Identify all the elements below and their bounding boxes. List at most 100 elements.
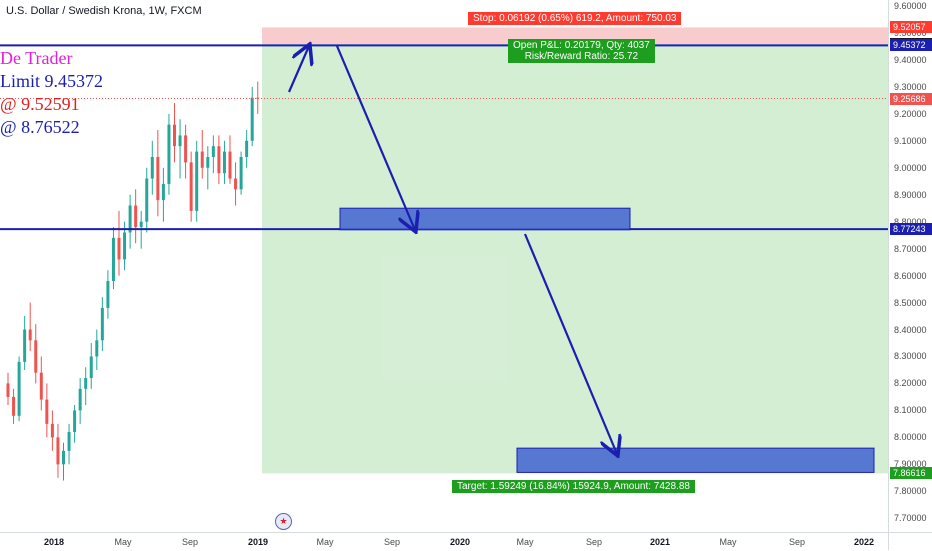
candle-body — [206, 156, 210, 168]
price-tick-label: 8.10000 — [894, 405, 927, 416]
author-stop: @ 9.52591 — [0, 94, 80, 114]
price-tick-label: 8.70000 — [894, 243, 927, 254]
arrow-down-1 — [335, 45, 415, 230]
price-tag: 9.45372 — [890, 39, 932, 52]
candle-body — [45, 399, 49, 424]
price-tick-label: 8.90000 — [894, 189, 927, 200]
candle-body — [139, 221, 143, 228]
author-name: De Trader — [0, 48, 73, 68]
candle-body — [250, 97, 254, 141]
price-tag: 9.52057 — [890, 21, 932, 34]
candle-body — [12, 396, 16, 416]
price-tick-label: 7.70000 — [894, 513, 927, 524]
price-tick-label: 8.30000 — [894, 351, 927, 362]
price-tick-label: 9.40000 — [894, 54, 927, 65]
price-axis[interactable]: 9.600009.500009.400009.300009.200009.100… — [888, 0, 932, 532]
price-tick-label: 8.50000 — [894, 297, 927, 308]
target-info-box[interactable]: Target: 1.59249 (16.84%) 15924.9, Amount… — [452, 480, 695, 493]
open-pl-text: Open P&L: 0.20179, Qty: 4037 — [513, 40, 650, 51]
candle-body — [117, 237, 121, 260]
candle-body — [28, 329, 32, 341]
time-tick-label: Sep — [181, 537, 199, 547]
risk-reward-text: Risk/Reward Ratio: 25.72 — [524, 51, 639, 62]
candle-body — [222, 151, 226, 174]
candle-body — [100, 307, 104, 341]
candle-body — [228, 151, 232, 179]
candle-body — [6, 383, 10, 397]
candle-body — [123, 232, 127, 260]
candle-body — [211, 146, 215, 157]
price-tick-label: 7.90000 — [894, 459, 927, 470]
target-info-text: Target: 1.59249 (16.84%) 15924.9, Amount… — [457, 481, 690, 492]
candle-body — [62, 450, 65, 465]
arrow-up — [287, 46, 309, 93]
candle-body — [78, 388, 82, 411]
candle-body — [145, 178, 149, 222]
time-tick-label: 2019 — [247, 537, 269, 547]
profit-zone — [262, 44, 888, 474]
candle-body — [173, 124, 176, 147]
open-pl-info-box[interactable]: Open P&L: 0.20179, Qty: 4037 Risk/Reward… — [508, 39, 655, 63]
us-flag-icon[interactable]: ★ — [275, 513, 292, 530]
price-tick-label: 7.80000 — [894, 486, 927, 497]
arrow-down-2 — [523, 233, 617, 454]
candle-body — [167, 124, 171, 184]
candle-body — [178, 135, 182, 147]
time-tick-label: Sep — [585, 537, 603, 547]
time-tick-label: 2022 — [853, 537, 875, 547]
price-tick-label: 9.10000 — [894, 135, 927, 146]
chart-canvas[interactable] — [0, 0, 888, 532]
candle-body — [239, 156, 243, 190]
target-box-1 — [339, 207, 631, 231]
time-tick-label: Sep — [788, 537, 806, 547]
candle-body — [200, 151, 204, 168]
candle-body — [17, 361, 21, 416]
candle-body — [23, 329, 27, 362]
candle-body — [234, 178, 238, 190]
candle-body — [95, 340, 99, 357]
candle-body — [106, 280, 110, 308]
price-tag: 8.77243 — [890, 223, 932, 236]
candle-body — [161, 183, 165, 201]
candle-body — [189, 162, 193, 211]
candle-body — [245, 140, 249, 157]
price-tick-label: 8.40000 — [894, 324, 927, 335]
price-tick-label: 9.30000 — [894, 81, 927, 92]
price-tick-label: 9.20000 — [894, 108, 927, 119]
candle-body — [256, 97, 260, 99]
stop-zone — [262, 27, 888, 45]
time-tick-label: May — [719, 537, 737, 547]
time-tick-label: 2018 — [43, 537, 65, 547]
author-target: @ 8.76522 — [0, 117, 80, 137]
candle-body — [50, 423, 54, 438]
author-overlay: De Trader Limit 9.45372 @ 9.52591 @ 8.76… — [0, 47, 103, 139]
target-box-2 — [516, 447, 875, 473]
price-tick-label: 8.60000 — [894, 270, 927, 281]
time-tick-label: Sep — [383, 537, 401, 547]
price-tick-label: 8.20000 — [894, 378, 927, 389]
price-tick-label: 9.60000 — [894, 1, 927, 11]
author-limit: Limit 9.45372 — [0, 71, 103, 91]
candle-body — [184, 135, 188, 163]
candle-body — [89, 356, 93, 379]
candle-body — [195, 151, 199, 211]
candle-body — [134, 205, 138, 228]
time-tick-label: May — [316, 537, 334, 547]
price-tag: 9.25686 — [890, 92, 932, 105]
price-tag: 7.86616 — [890, 467, 932, 480]
candle-body — [84, 378, 88, 389]
symbol-title: U.S. Dollar / Swedish Krona, 1W, FXCM — [6, 5, 202, 17]
price-tick-label: 8.00000 — [894, 432, 927, 443]
time-axis[interactable]: 2018 May Sep 2019 May Sep 2020 May Sep 2021 May Sep… — [0, 532, 888, 551]
time-tick-label: 2021 — [649, 537, 671, 547]
candle-body — [67, 431, 71, 451]
chart-pane[interactable]: U.S. Dollar / Swedish Krona, 1W, FXCM De… — [0, 0, 888, 532]
axis-corner — [888, 532, 932, 550]
candle-body — [128, 205, 132, 233]
time-tick-label: May — [516, 537, 534, 547]
candle-body — [39, 372, 43, 400]
candle-body — [34, 340, 38, 373]
candle-body — [156, 156, 160, 201]
candle-body — [217, 146, 221, 174]
stop-info-box[interactable]: Stop: 0.06192 (0.65%) 619.2, Amount: 750… — [468, 12, 682, 25]
